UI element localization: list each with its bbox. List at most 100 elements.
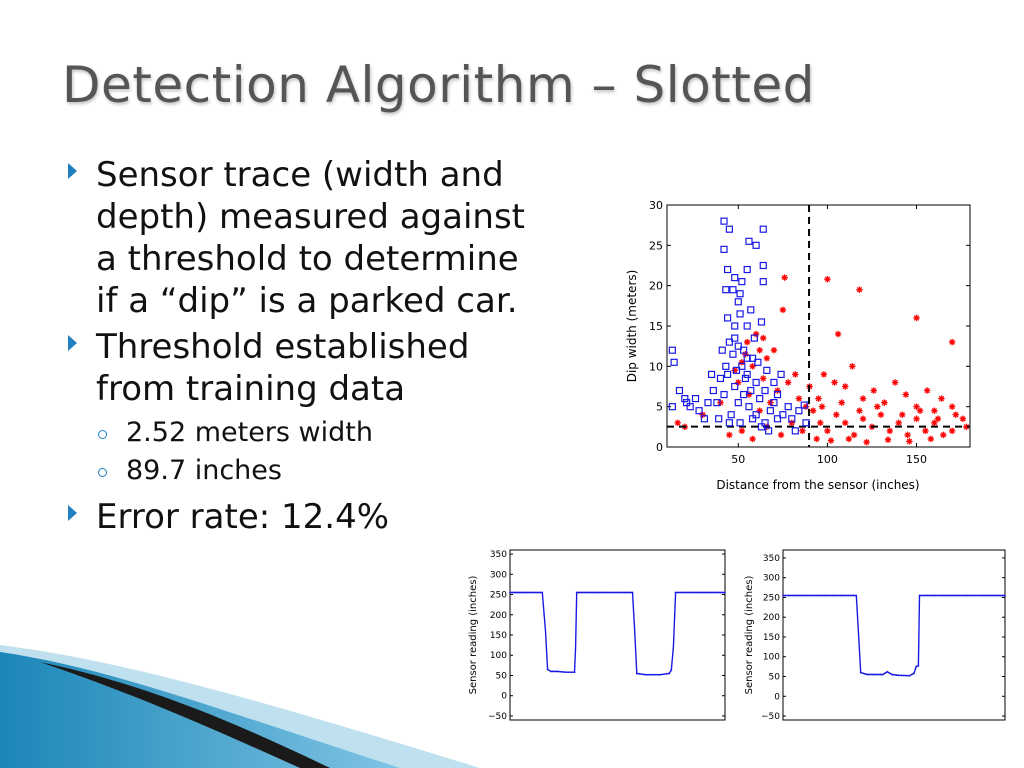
data-point-square (695, 407, 703, 415)
data-point-square (761, 419, 769, 427)
data-point-star (749, 363, 756, 370)
data-point-square (738, 278, 746, 286)
data-point-star (738, 427, 746, 435)
data-point-star (856, 407, 863, 414)
series-marker (988, 594, 990, 597)
data-point-star (948, 427, 956, 435)
data-point-star (881, 399, 888, 406)
series-marker (782, 594, 784, 597)
data-point-star (818, 403, 826, 410)
data-point-star (779, 306, 787, 314)
data-point-star (849, 363, 856, 370)
series-marker (662, 673, 665, 676)
series-marker (659, 673, 662, 676)
series-marker (908, 674, 911, 677)
y-tick-label: 300 (763, 574, 780, 584)
data-point-square (784, 403, 792, 411)
series-marker (939, 594, 942, 597)
data-point-star (948, 403, 956, 410)
series-marker (641, 673, 644, 676)
data-point-star (922, 427, 929, 435)
series-marker (950, 594, 953, 597)
triangle-bullet-icon (68, 163, 77, 179)
data-point-star (850, 431, 858, 439)
series-marker (654, 673, 657, 676)
bullet-list: Sensor trace (width and depth) measured … (66, 154, 546, 542)
series-marker (800, 594, 803, 597)
data-point-star (913, 403, 920, 410)
series-marker (626, 591, 629, 594)
y-tick-label: 150 (763, 633, 780, 643)
series-marker (703, 591, 706, 594)
y-tick-label: 250 (490, 591, 507, 601)
data-point-square (716, 374, 725, 383)
series-marker (931, 594, 934, 597)
series-marker (528, 591, 531, 594)
series-marker (580, 591, 583, 594)
sub-bullet-text: 2.52 meters width (126, 417, 373, 448)
series-marker (509, 591, 511, 594)
series-marker (871, 673, 874, 676)
data-point-square (668, 403, 676, 411)
series-marker (961, 594, 964, 597)
data-point-square (764, 427, 773, 435)
data-point-square (729, 350, 737, 358)
data-point-star (913, 314, 920, 322)
series-marker (879, 673, 882, 676)
series-marker (869, 673, 871, 676)
data-point-square (740, 390, 748, 399)
data-point-square (734, 342, 742, 350)
series-marker (526, 591, 529, 594)
data-point-star (886, 427, 893, 435)
data-point-square (720, 217, 728, 225)
data-point-star (948, 338, 956, 346)
y-tick-label: 5 (656, 401, 663, 414)
y-tick-label: 350 (763, 554, 780, 564)
series-marker (787, 594, 790, 597)
y-tick-label: 0 (774, 692, 780, 702)
series-marker (705, 591, 708, 594)
series-marker (789, 594, 792, 597)
series-marker (847, 594, 850, 597)
line-chart-right: −50 0 50 100 150 200 250 300 350 Sensor reading … (744, 549, 1006, 722)
series-marker (996, 594, 998, 597)
data-point-square (788, 415, 796, 423)
series-marker (578, 591, 581, 594)
y-tick-label: 25 (649, 239, 663, 252)
series-marker (519, 591, 521, 594)
series-marker (546, 668, 549, 671)
y-tick-label: 0 (501, 692, 507, 702)
data-point-star (760, 375, 767, 382)
y-axis-label: Sensor reading (inches) (744, 576, 755, 695)
series-marker (700, 591, 703, 594)
data-point-star (792, 371, 799, 378)
data-point-star (774, 387, 781, 394)
series-marker (647, 673, 649, 676)
data-point-star (802, 403, 810, 410)
series-marker (649, 673, 652, 676)
corner-swoosh-decoration (0, 645, 480, 768)
data-point-star (904, 431, 911, 439)
series-marker (945, 594, 948, 597)
series-marker (716, 591, 719, 594)
series-marker (921, 594, 924, 597)
y-tick-label: 300 (490, 570, 507, 580)
series-marker (549, 670, 552, 673)
series-marker (598, 591, 601, 594)
sub-bullet-item: 2.52 meters width (66, 414, 546, 452)
series-marker (538, 591, 541, 594)
scatter-chart: 0 5 10 15 20 25 30 50 100 150 Distance from the s… (625, 199, 971, 492)
series-marker (985, 594, 988, 597)
series-marker (993, 594, 996, 597)
data-point-star (674, 419, 681, 426)
series-marker (583, 591, 586, 594)
y-tick-label: 30 (649, 199, 663, 212)
series-marker (514, 591, 516, 594)
series-marker (998, 594, 1001, 597)
data-point-square (734, 399, 742, 407)
series-marker (900, 674, 903, 677)
series-marker (913, 672, 915, 675)
series-marker (638, 672, 641, 675)
series-marker (837, 594, 839, 597)
series-marker (718, 591, 721, 594)
